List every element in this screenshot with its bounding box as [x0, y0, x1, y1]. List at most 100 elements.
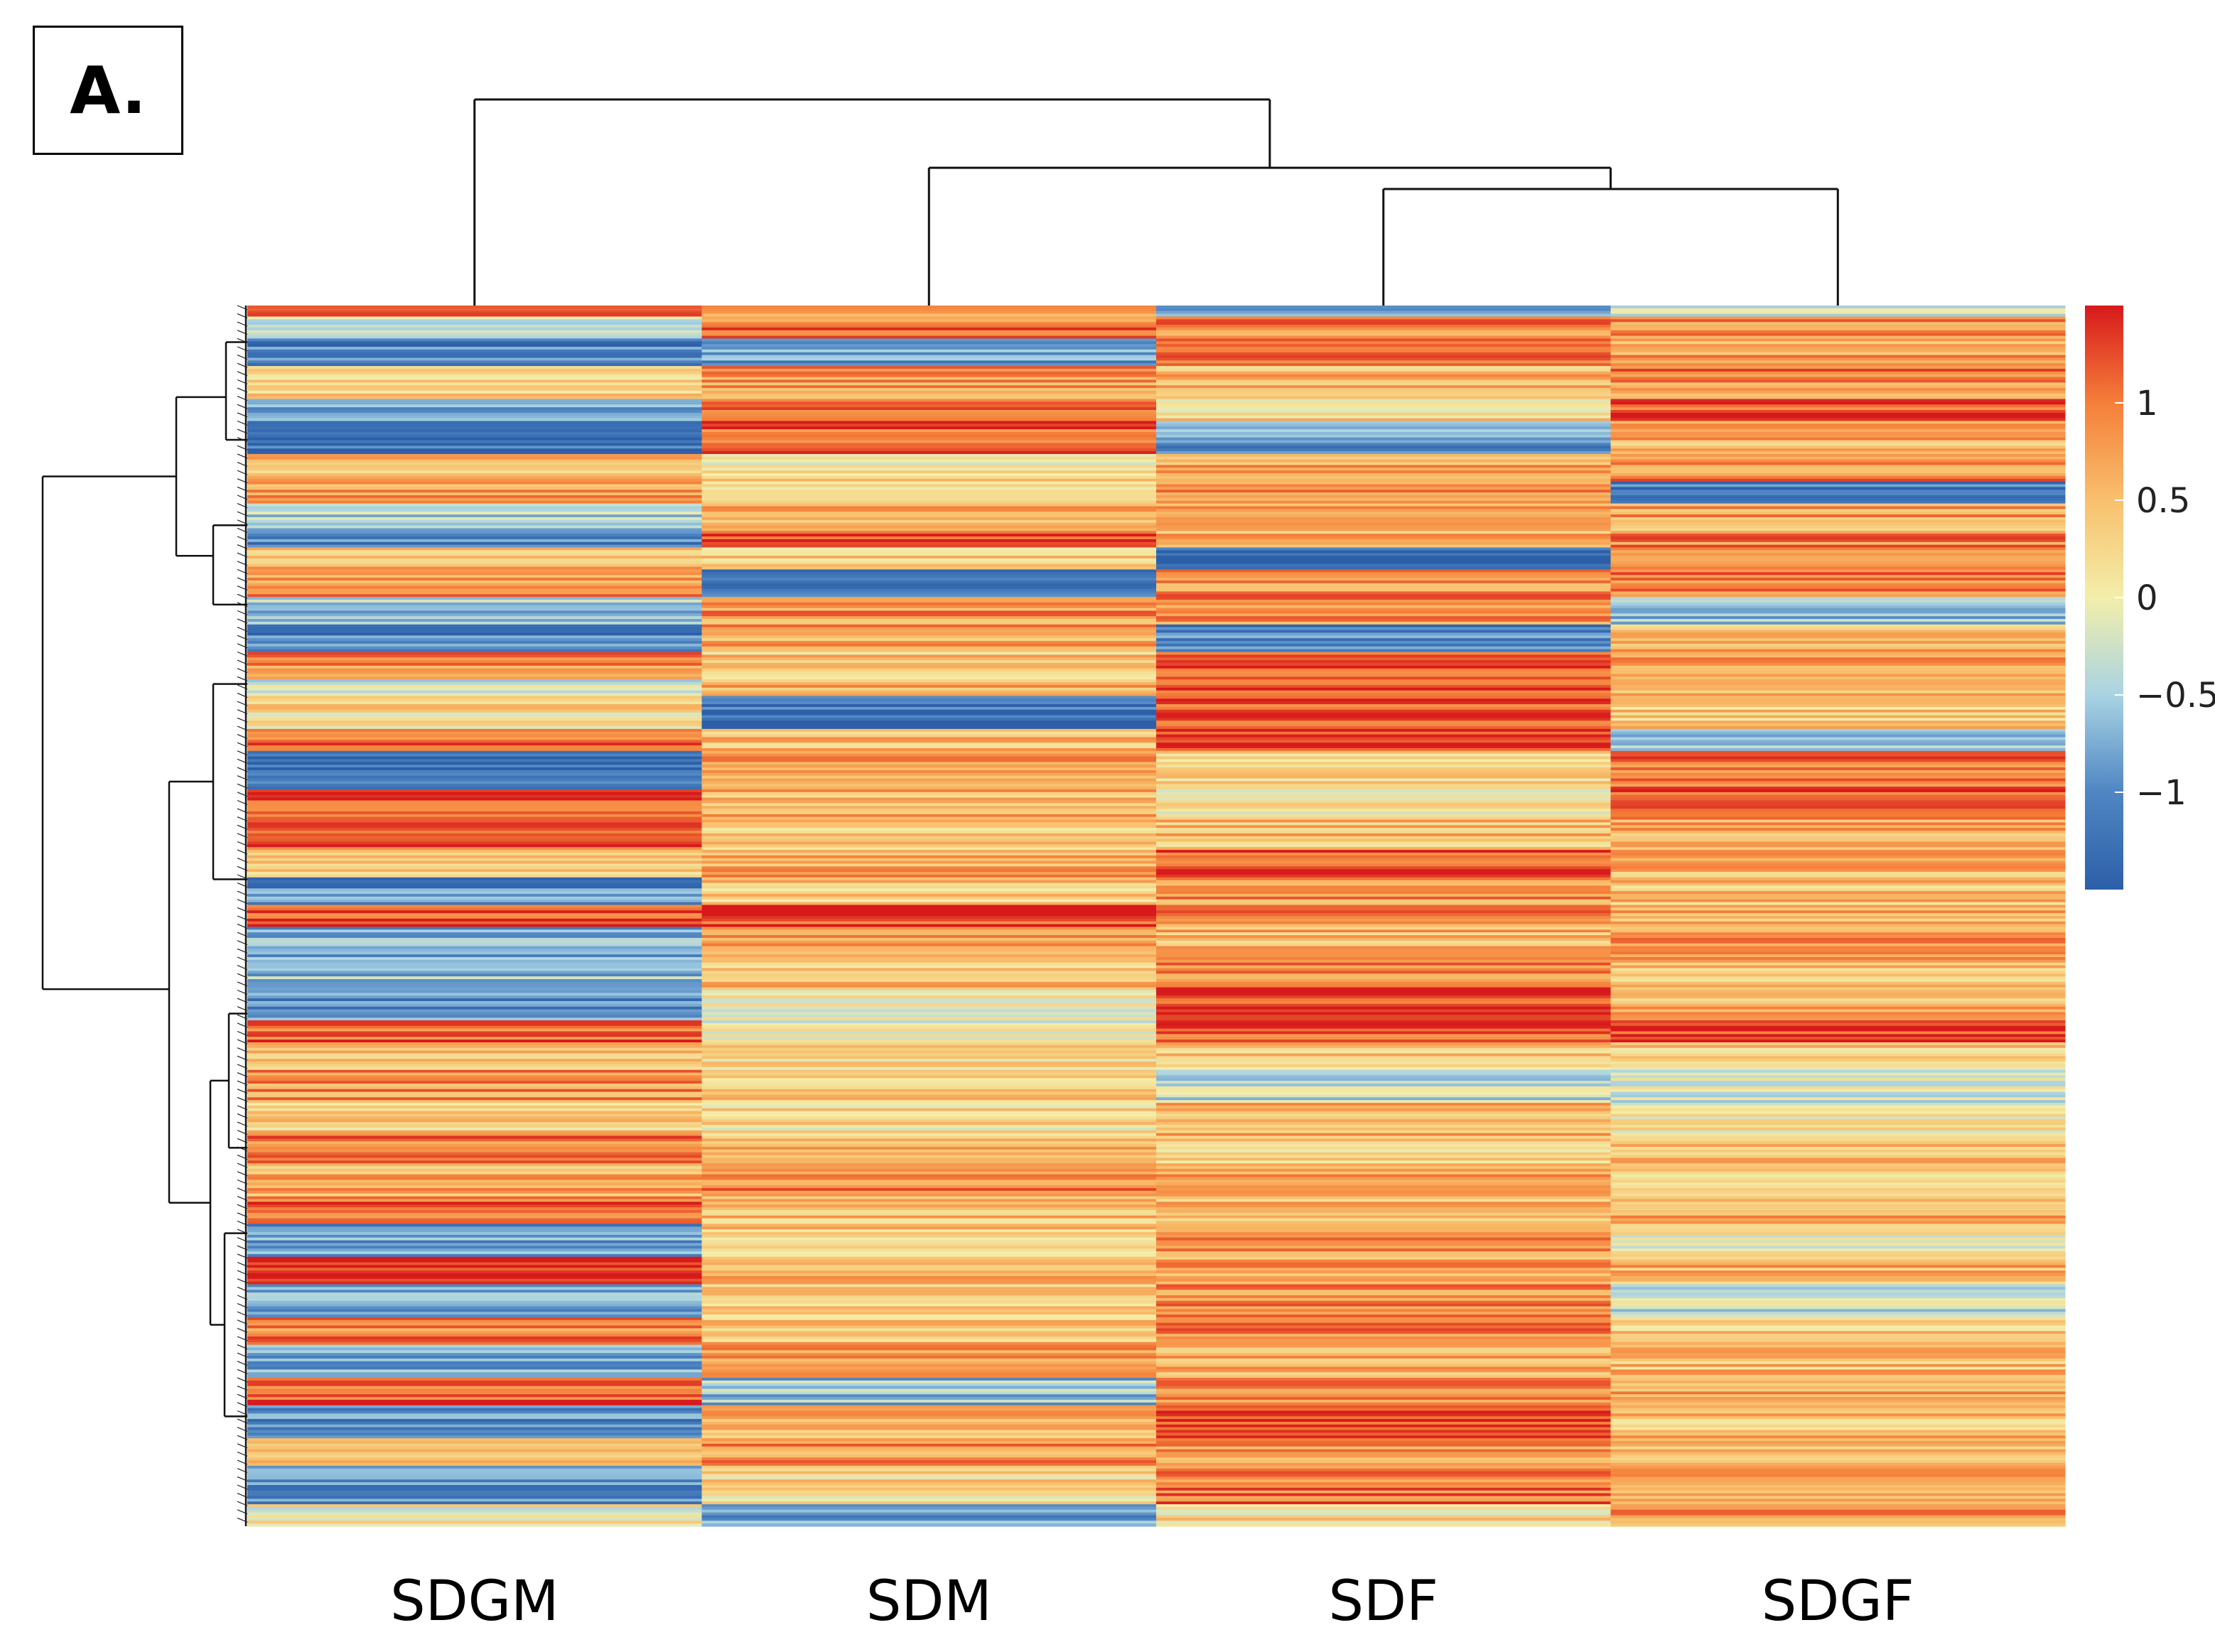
heatmap-cell	[1610, 671, 2066, 675]
heatmap-cell	[1156, 366, 1611, 369]
dendrogram-leaf	[237, 998, 248, 1003]
heatmap-cell	[701, 575, 1157, 578]
heatmap-cell	[1610, 831, 2066, 834]
heatmap-cell	[247, 740, 702, 743]
heatmap-cell	[701, 446, 1157, 449]
heatmap-cell	[247, 747, 702, 752]
heatmap-cell	[1156, 1221, 1611, 1224]
heatmap-cell	[1610, 594, 2066, 598]
heatmap-cell	[1156, 1297, 1611, 1302]
heatmap-cell	[1610, 781, 2066, 784]
heatmap-cell	[1156, 349, 1611, 353]
heatmap-cell	[1156, 767, 1611, 771]
heatmap-cell	[247, 490, 702, 493]
heatmap-cell	[701, 330, 1157, 334]
heatmap-cell	[1610, 935, 2066, 939]
dendrogram-leaf	[237, 956, 248, 962]
heatmap-cell	[1156, 957, 1611, 961]
heatmap-cell	[1610, 1119, 2066, 1123]
heatmap-cell	[701, 946, 1157, 950]
heatmap-cell	[1156, 1281, 1611, 1285]
heatmap-cell	[1156, 1133, 1611, 1137]
heatmap-cell	[1610, 1237, 2066, 1241]
heatmap-cell	[247, 379, 702, 383]
heatmap-cell	[1610, 877, 2066, 881]
heatmap-cell	[1156, 1111, 1611, 1115]
heatmap-cell	[1156, 1207, 1611, 1211]
heatmap-cell	[1156, 976, 1611, 980]
heatmap-cell	[1610, 965, 2066, 969]
heatmap-cell	[701, 509, 1157, 512]
heatmap-cell	[247, 1125, 702, 1128]
heatmap-cell	[1610, 1504, 2066, 1508]
heatmap-cell	[247, 1441, 702, 1445]
heatmap-cell	[247, 690, 702, 694]
heatmap-cell	[247, 663, 702, 666]
heatmap-cell	[1610, 1386, 2066, 1390]
heatmap-cell	[1610, 1069, 2066, 1074]
heatmap-cell	[1156, 1012, 1611, 1015]
dendrogram-leaf	[237, 799, 248, 805]
dendrogram-leaf	[237, 1443, 248, 1449]
heatmap-cell	[701, 404, 1157, 408]
heatmap-cell	[1610, 684, 2066, 689]
heatmap-cell	[1610, 495, 2066, 499]
heatmap-cell	[701, 1037, 1157, 1040]
heatmap-cell	[247, 330, 702, 334]
heatmap-cell	[1610, 910, 2066, 914]
heatmap-cell	[1156, 1518, 1611, 1521]
heatmap-cell	[247, 1256, 702, 1260]
dendrogram-leaf	[237, 915, 248, 921]
heatmap-cell	[1610, 728, 2066, 733]
heatmap-cell	[1156, 1050, 1611, 1054]
heatmap-cell	[1610, 1034, 2066, 1037]
heatmap-cell	[1156, 1243, 1611, 1246]
dendrogram-leaf	[237, 742, 248, 747]
heatmap-cell	[701, 1518, 1157, 1521]
heatmap-cell	[1156, 1204, 1611, 1208]
heatmap-cell	[247, 794, 702, 799]
heatmap-cell	[701, 882, 1157, 887]
heatmap-cell	[247, 528, 702, 531]
heatmap-cell	[247, 885, 702, 889]
heatmap-cell	[247, 1229, 702, 1233]
heatmap-cell	[1156, 1047, 1611, 1052]
heatmap-cell	[1610, 1196, 2066, 1200]
heatmap-cell	[1610, 473, 2066, 477]
heatmap-cell	[247, 426, 702, 430]
heatmap-cell	[1156, 943, 1611, 947]
heatmap-cell	[701, 363, 1157, 367]
heatmap-cell	[701, 1281, 1157, 1285]
dendrogram-leaf	[237, 717, 248, 723]
heatmap-cell	[247, 698, 702, 702]
heatmap-cell	[247, 1149, 702, 1153]
heatmap-cell	[247, 1468, 702, 1472]
heatmap-cell	[247, 712, 702, 716]
dendrogram-leaf	[237, 1336, 248, 1341]
heatmap-cell	[247, 325, 702, 328]
heatmap-cell	[1156, 949, 1611, 952]
heatmap-cell	[247, 374, 702, 378]
heatmap-cell	[247, 525, 702, 529]
heatmap-cell	[247, 891, 702, 895]
heatmap-cell	[701, 1353, 1157, 1356]
heatmap-cell	[1156, 1199, 1611, 1203]
dendrogram-leaf	[237, 371, 248, 377]
heatmap-cell	[1156, 816, 1611, 821]
heatmap-cell	[1156, 575, 1611, 578]
heatmap-cell	[701, 1479, 1157, 1483]
heatmap-cell	[701, 973, 1157, 977]
heatmap-cell	[1610, 1432, 2066, 1436]
heatmap-cell	[247, 1012, 702, 1015]
heatmap-cell	[1156, 597, 1611, 600]
heatmap-cell	[1610, 1210, 2066, 1214]
heatmap-cell	[247, 976, 702, 980]
heatmap-cell	[1610, 792, 2066, 796]
heatmap-cell	[247, 1196, 702, 1200]
heatmap-cell	[701, 490, 1157, 493]
heatmap-cell	[701, 907, 1157, 911]
heatmap-cell	[1156, 872, 1611, 875]
heatmap-cell	[1156, 352, 1611, 356]
heatmap-cell	[247, 388, 702, 392]
heatmap-cell	[1156, 811, 1611, 815]
